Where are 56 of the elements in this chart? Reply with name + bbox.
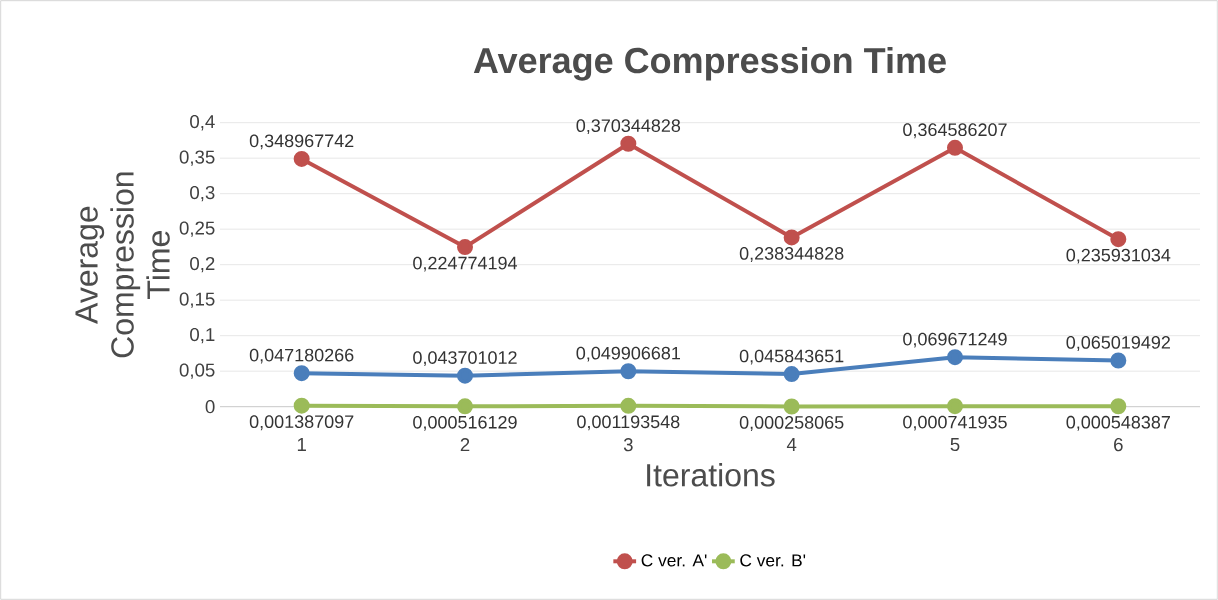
x-tick-label: 3	[623, 438, 633, 452]
data-label: 0,238344828	[739, 247, 844, 262]
point	[620, 363, 637, 380]
chart-title: Average Compression Time	[473, 46, 946, 81]
point	[293, 150, 310, 167]
point	[783, 366, 800, 383]
x-tick-label: 4	[786, 438, 797, 451]
data-label: 0,043701012	[413, 351, 517, 367]
y-axis-title: Average Compression Time	[75, 172, 170, 358]
data-label: 0,364586207	[903, 123, 1007, 139]
point	[1110, 352, 1127, 369]
y-tick-label: 0	[205, 400, 215, 414]
point	[946, 139, 963, 156]
data-label: 0,069671249	[903, 332, 1007, 348]
y-tick-label: 0,2	[190, 256, 215, 273]
y-tick-label: 0,4	[190, 114, 215, 131]
legend-label: C ver. A'	[641, 554, 707, 567]
point	[1110, 398, 1127, 415]
data-label: 0,000548387	[1066, 415, 1170, 431]
data-label: 0,000258065	[739, 416, 844, 431]
data-label: 0,065019492	[1066, 336, 1170, 351]
point	[783, 398, 800, 415]
point	[457, 398, 474, 415]
point	[293, 365, 310, 382]
y-tick-label: 0,05	[179, 363, 215, 379]
data-label: 0,001193548	[577, 415, 680, 431]
data-label: 0,000516129	[413, 415, 517, 431]
y-tick-label: 0,1	[190, 327, 215, 344]
x-tick-label: 6	[1114, 438, 1123, 452]
data-label: 0,047180266	[249, 348, 354, 364]
data-label: 0,001387097	[249, 415, 354, 431]
data-label: 0,224774194	[413, 256, 518, 272]
legend-label: C ver. B'	[740, 554, 806, 567]
x-axis-title: Iterations	[647, 463, 775, 487]
y-tick-label: 0,25	[179, 221, 215, 237]
data-label: 0,049906681	[576, 346, 680, 362]
data-label: 0,000741935	[903, 415, 1007, 431]
x-tick-label: 5	[950, 438, 960, 452]
y-tick-label: 0,15	[179, 292, 215, 308]
y-tick-label: 0,3	[190, 185, 215, 202]
point	[946, 398, 963, 415]
x-tick-label: 1	[297, 438, 306, 451]
point	[457, 239, 474, 256]
point	[783, 229, 800, 246]
point	[620, 135, 637, 152]
x-tick-label: 2	[460, 438, 470, 452]
point	[1110, 231, 1127, 248]
data-label: 0,370344828	[576, 119, 681, 135]
data-label: 0,235931034	[1066, 248, 1171, 264]
data-label: 0,045843651	[739, 349, 844, 365]
point	[457, 367, 474, 384]
point	[946, 349, 963, 366]
point	[620, 397, 637, 414]
point	[293, 397, 310, 414]
data-label: 0,348967742	[249, 134, 354, 150]
y-tick-label: 0,35	[179, 150, 215, 166]
